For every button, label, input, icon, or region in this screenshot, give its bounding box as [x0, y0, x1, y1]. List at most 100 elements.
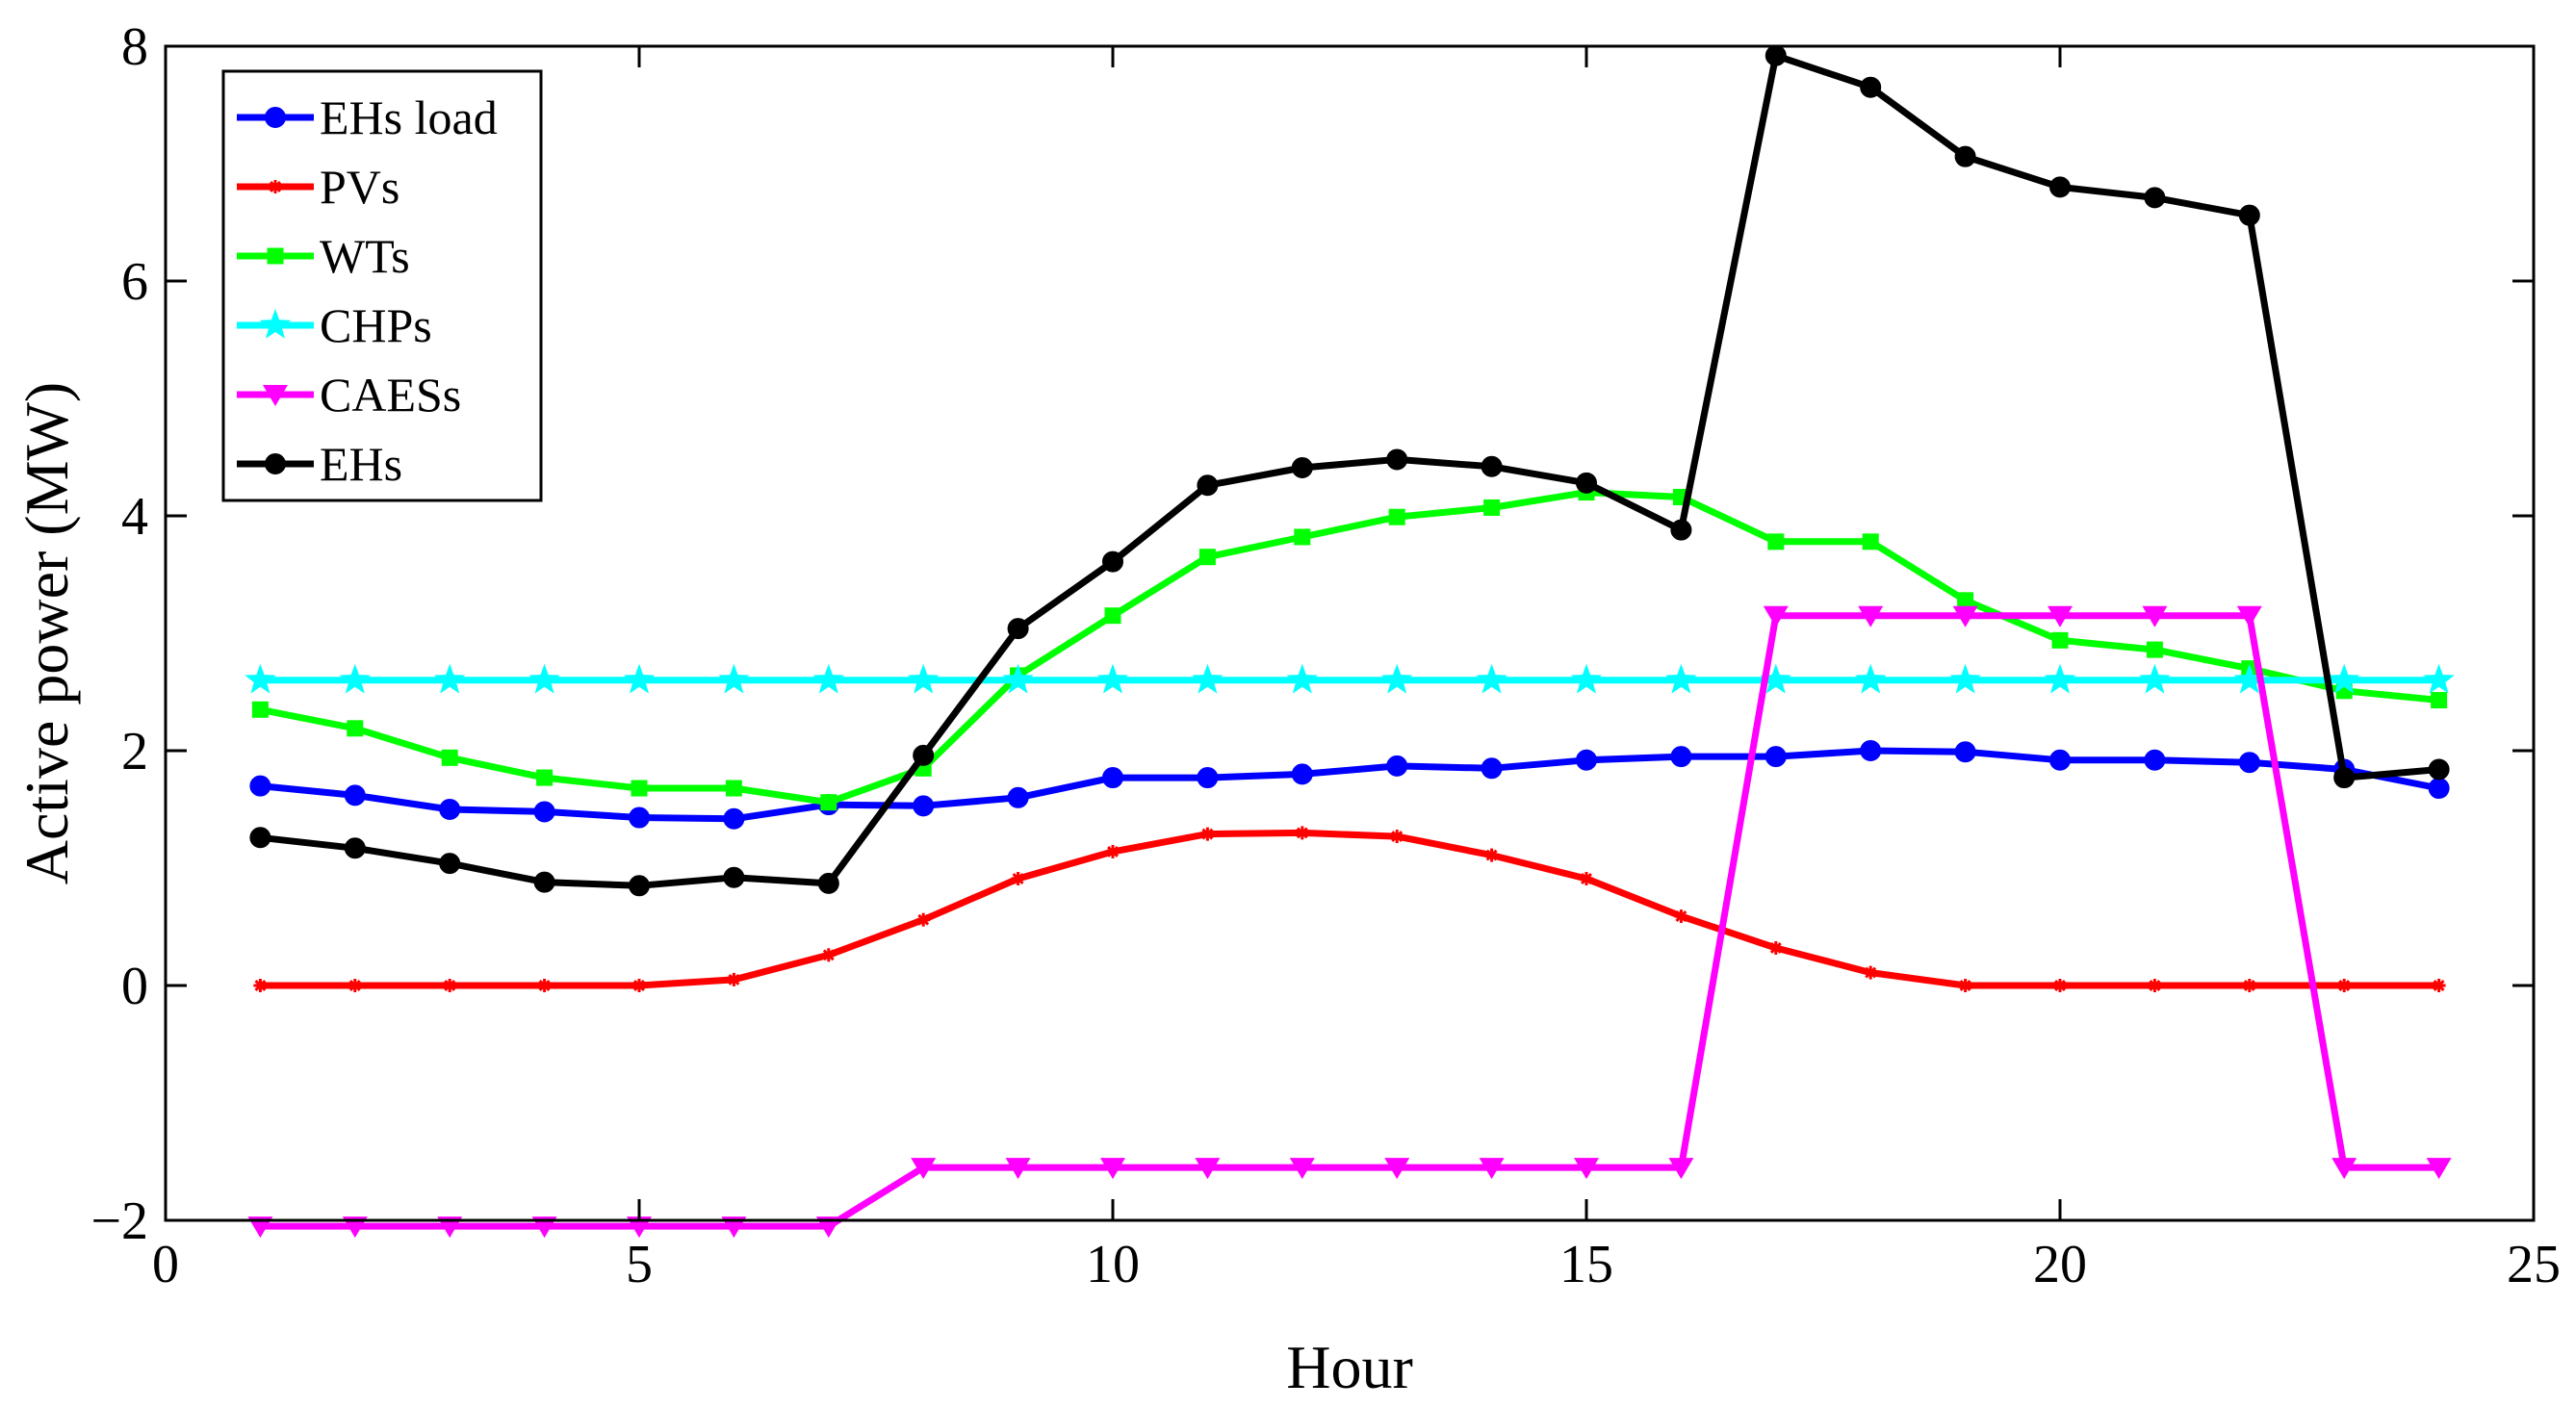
- data-point-chps-8: [908, 663, 940, 694]
- data-point-caess-8: [911, 1158, 937, 1180]
- data-point-chps-24: [2423, 663, 2455, 694]
- data-point-chps-14: [1476, 663, 1507, 694]
- data-point-ehs-load-4: [533, 801, 555, 823]
- x-tick-label: 5: [626, 1235, 653, 1294]
- series-layer: [245, 44, 2455, 1239]
- data-point-chps-10: [1096, 663, 1129, 694]
- data-point-wts-20: [2051, 631, 2069, 649]
- data-point-ehs-load-8: [913, 795, 935, 817]
- data-point-wts-2: [347, 720, 364, 737]
- data-point-ehs-load-13: [1386, 755, 1408, 777]
- data-point-pvs-8: [916, 912, 931, 927]
- series-caess: [247, 605, 2452, 1239]
- data-point-chps-4: [528, 663, 560, 694]
- data-point-wts-6: [725, 780, 742, 797]
- series-line-ehs-load: [260, 747, 2440, 823]
- data-point-ehs-load-22: [2238, 752, 2260, 774]
- data-point-pvs-2: [348, 979, 362, 992]
- plot-frame: [164, 44, 2536, 1222]
- data-point-caess-2: [342, 1216, 368, 1239]
- y-tick-label: 0: [121, 957, 148, 1016]
- data-point-ehs-10: [1102, 550, 1123, 573]
- data-point-pvs-14: [1484, 848, 1499, 862]
- data-point-chps-23: [2329, 663, 2360, 694]
- data-point-pvs-5: [632, 979, 646, 992]
- data-point-ehs-7: [817, 872, 839, 894]
- x-tick-label: 15: [1559, 1235, 1613, 1294]
- data-point-ehs-18: [1860, 76, 1882, 98]
- data-point-caess-6: [721, 1216, 747, 1239]
- data-point-ehs-9: [1007, 618, 1029, 640]
- data-point-pvs-15: [1580, 871, 1593, 885]
- data-point-chps-20: [2044, 663, 2076, 694]
- data-point-caess-17: [1763, 605, 1789, 627]
- data-point-wts-19: [1957, 592, 1974, 609]
- data-point-ehs-3: [439, 853, 461, 875]
- data-point-wts-12: [1294, 528, 1311, 546]
- data-point-caess-22: [2236, 605, 2262, 627]
- data-point-caess-12: [1289, 1158, 1315, 1180]
- data-point-caess-5: [627, 1216, 652, 1239]
- data-point-caess-7: [815, 1216, 841, 1239]
- data-point-caess-23: [2331, 1158, 2357, 1180]
- data-point-wts-14: [1483, 499, 1501, 516]
- data-point-pvs-20: [2053, 979, 2067, 992]
- data-point-caess-13: [1384, 1158, 1410, 1180]
- x-tick-label: 25: [2507, 1235, 2561, 1294]
- data-point-chps-6: [718, 663, 750, 694]
- data-point-chps-19: [1949, 663, 1981, 694]
- data-point-caess-10: [1100, 1158, 1125, 1180]
- y-axis-title: Active power (MW): [13, 382, 81, 884]
- data-point-pvs-6: [727, 972, 741, 986]
- legend: EHs load PVs WTs CHPs CAESs EHs: [221, 69, 543, 502]
- data-point-ehs-23: [2333, 767, 2356, 789]
- data-point-ehs-load-15: [1576, 749, 1597, 771]
- data-point-caess-24: [2426, 1158, 2452, 1180]
- data-point-chps-9: [1002, 663, 1034, 694]
- data-point-pvs-9: [1011, 871, 1025, 885]
- series-line-ehs: [260, 52, 2439, 889]
- data-point-ehs-19: [1954, 145, 1976, 167]
- data-point-wts-21: [2146, 641, 2163, 658]
- series-line-pvs: [260, 829, 2439, 989]
- legend-label-ehs-load: EHs load: [320, 90, 498, 144]
- data-point-caess-16: [1668, 1158, 1694, 1180]
- data-point-wts-18: [1862, 533, 1879, 550]
- legend-item-ehs: EHs: [237, 437, 402, 491]
- data-point-pvs-10: [1106, 844, 1120, 858]
- data-point-ehs-15: [1576, 472, 1597, 494]
- data-point-ehs-load-5: [629, 806, 650, 829]
- data-point-pvs-4: [537, 979, 552, 992]
- data-point-chps-11: [1192, 663, 1224, 694]
- data-point-chps-15: [1570, 663, 1603, 694]
- data-point-ehs-load-18: [1860, 740, 1882, 761]
- data-point-pvs-23: [2337, 979, 2352, 992]
- data-point-pvs-17: [1768, 940, 1783, 955]
- data-point-ehs-load-10: [1102, 767, 1123, 789]
- data-point-chps-3: [434, 663, 466, 694]
- data-point-ehs-5: [629, 875, 650, 897]
- data-point-chps-13: [1381, 663, 1413, 694]
- data-point-chps-22: [2233, 663, 2265, 694]
- data-point-pvs-18: [1864, 965, 1878, 980]
- data-point-ehs-20: [2049, 176, 2071, 198]
- legend-marker-ehs-load: [265, 107, 286, 128]
- legend-marker-wts: [267, 247, 284, 265]
- data-point-wts-1: [251, 701, 269, 718]
- data-point-ehs-load-19: [1954, 741, 1976, 763]
- data-point-wts-3: [441, 749, 458, 766]
- data-point-chps-21: [2139, 663, 2171, 694]
- data-point-pvs-12: [1295, 826, 1309, 840]
- legend-label-pvs: PVs: [320, 160, 399, 214]
- data-point-ehs-13: [1386, 448, 1408, 471]
- data-point-caess-4: [531, 1216, 557, 1239]
- data-point-ehs-load-14: [1481, 757, 1503, 780]
- data-point-chps-5: [623, 663, 656, 694]
- data-point-ehs-17: [1765, 44, 1787, 66]
- data-point-ehs-21: [2144, 187, 2166, 209]
- data-point-ehs-load-3: [439, 799, 461, 820]
- y-tick-label: 4: [121, 487, 148, 547]
- data-point-pvs-22: [2242, 979, 2256, 992]
- data-point-wts-11: [1198, 549, 1216, 566]
